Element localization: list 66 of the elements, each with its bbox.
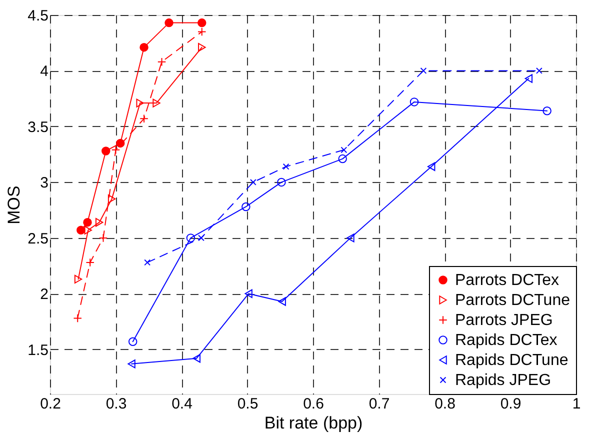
legend-label: Parrots JPEG [455, 312, 553, 329]
x-tick-label: 0.5 [237, 396, 258, 412]
point [198, 27, 206, 36]
point [140, 114, 148, 124]
x-tick-label: 0.2 [40, 396, 61, 412]
point [410, 98, 419, 106]
point [278, 297, 286, 306]
point [76, 226, 86, 235]
point [98, 234, 108, 242]
point [427, 162, 436, 171]
legend-label: Rapids DCTex [455, 332, 558, 349]
point [95, 218, 104, 227]
point [542, 106, 552, 116]
x-tick-label: 0.4 [172, 396, 192, 412]
point [536, 68, 542, 74]
x-tick-label: 0.9 [500, 396, 522, 412]
x-tick-label: 0.7 [368, 396, 390, 412]
y-tick-label: 3.5 [28, 118, 48, 136]
point [524, 74, 533, 83]
point [144, 259, 151, 266]
point [198, 42, 206, 52]
legend-label: Rapids JPEG [455, 372, 552, 389]
point [186, 234, 196, 242]
point [250, 178, 256, 186]
x-tick-label: 0.8 [434, 396, 456, 412]
point [346, 234, 354, 242]
point [198, 18, 206, 28]
x-axis-title: Bit rate (bpp) [264, 414, 363, 432]
point [192, 354, 200, 363]
y-axis-title: MOS [4, 186, 24, 224]
legend-label: Rapids DCTune [455, 352, 568, 369]
y-tick-label: 4.5 [28, 8, 48, 24]
point [102, 146, 110, 156]
point [244, 289, 252, 298]
y-tick-label: 2 [40, 286, 48, 304]
point [83, 218, 92, 227]
point [128, 337, 138, 346]
point [111, 146, 120, 154]
point [164, 18, 174, 28]
point [157, 57, 166, 66]
legend-label: Parrots DCTex [455, 272, 560, 289]
y-tick-label: 4 [40, 63, 48, 80]
point [242, 202, 250, 212]
point [198, 234, 204, 242]
y-tick-label: 1.5 [28, 342, 48, 359]
point [420, 68, 427, 74]
point [116, 138, 125, 148]
legend-label: Parrots DCTune [455, 292, 570, 309]
point [73, 314, 82, 323]
x-tick-label: 1 [572, 396, 581, 412]
point [152, 98, 160, 108]
point [338, 154, 347, 164]
x-tick-label: 0.6 [303, 396, 324, 412]
point [282, 163, 290, 170]
point [74, 274, 82, 284]
y-tick-label: 3 [40, 174, 48, 192]
point [340, 146, 348, 154]
point [84, 226, 92, 235]
y-tick-label: 2.5 [28, 230, 48, 248]
point [108, 194, 116, 204]
point [128, 360, 136, 368]
point [136, 98, 144, 108]
point [140, 42, 148, 52]
point [86, 258, 94, 267]
point [277, 178, 286, 187]
x-tick-label: 0.3 [106, 396, 127, 412]
